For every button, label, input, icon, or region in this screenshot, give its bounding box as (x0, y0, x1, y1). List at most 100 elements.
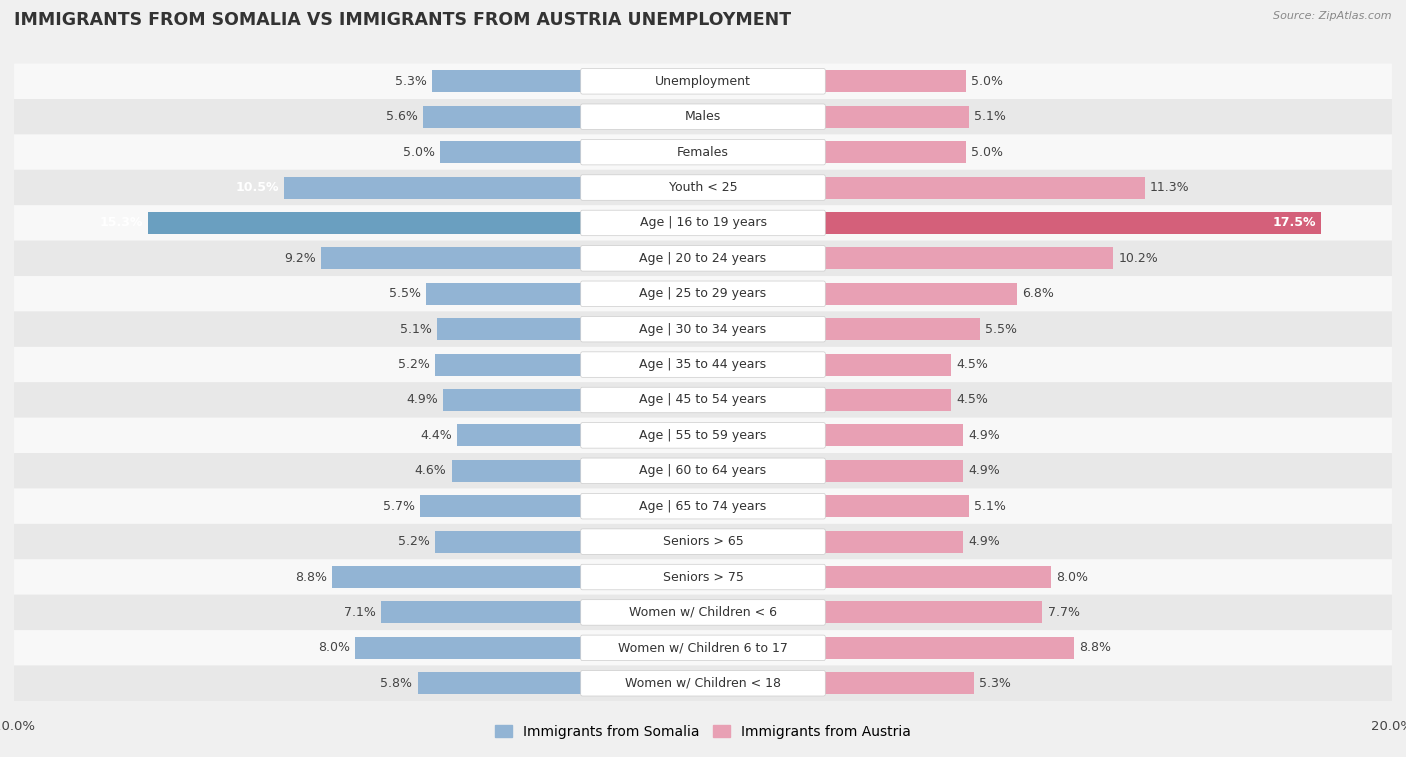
FancyBboxPatch shape (581, 388, 825, 413)
Text: 5.1%: 5.1% (401, 322, 432, 335)
FancyBboxPatch shape (14, 559, 1392, 595)
Bar (451, 459, 582, 481)
Text: 5.3%: 5.3% (395, 75, 426, 88)
Text: 4.5%: 4.5% (956, 358, 988, 371)
FancyBboxPatch shape (581, 316, 825, 342)
Text: 4.4%: 4.4% (420, 429, 453, 442)
Text: Age | 16 to 19 years: Age | 16 to 19 years (640, 217, 766, 229)
FancyBboxPatch shape (14, 311, 1392, 347)
Bar (423, 106, 582, 128)
Text: Unemployment: Unemployment (655, 75, 751, 88)
Text: 5.0%: 5.0% (970, 75, 1002, 88)
Text: Age | 25 to 29 years: Age | 25 to 29 years (640, 287, 766, 301)
Bar (824, 566, 1050, 588)
FancyBboxPatch shape (14, 347, 1392, 382)
Bar (824, 106, 969, 128)
Bar (824, 354, 952, 375)
FancyBboxPatch shape (581, 139, 825, 165)
Bar (824, 283, 1017, 305)
Text: 11.3%: 11.3% (1150, 181, 1189, 194)
Bar (824, 212, 1320, 234)
Text: Age | 65 to 74 years: Age | 65 to 74 years (640, 500, 766, 512)
FancyBboxPatch shape (581, 600, 825, 625)
FancyBboxPatch shape (581, 458, 825, 484)
FancyBboxPatch shape (581, 281, 825, 307)
Text: 5.3%: 5.3% (980, 677, 1011, 690)
FancyBboxPatch shape (14, 453, 1392, 488)
FancyBboxPatch shape (14, 418, 1392, 453)
Text: IMMIGRANTS FROM SOMALIA VS IMMIGRANTS FROM AUSTRIA UNEMPLOYMENT: IMMIGRANTS FROM SOMALIA VS IMMIGRANTS FR… (14, 11, 792, 30)
Text: 5.2%: 5.2% (398, 535, 429, 548)
Text: Females: Females (678, 145, 728, 159)
Text: 8.8%: 8.8% (1078, 641, 1111, 654)
Text: 5.1%: 5.1% (974, 111, 1005, 123)
FancyBboxPatch shape (14, 241, 1392, 276)
Bar (432, 70, 582, 92)
FancyBboxPatch shape (581, 564, 825, 590)
FancyBboxPatch shape (14, 524, 1392, 559)
Text: 17.5%: 17.5% (1272, 217, 1316, 229)
Text: Women w/ Children 6 to 17: Women w/ Children 6 to 17 (619, 641, 787, 654)
Bar (426, 283, 582, 305)
Bar (824, 425, 963, 447)
Text: 9.2%: 9.2% (284, 252, 316, 265)
Text: 10.5%: 10.5% (235, 181, 278, 194)
Text: 15.3%: 15.3% (98, 217, 142, 229)
FancyBboxPatch shape (14, 170, 1392, 205)
Bar (824, 248, 1114, 269)
Text: Males: Males (685, 111, 721, 123)
FancyBboxPatch shape (14, 665, 1392, 701)
FancyBboxPatch shape (14, 135, 1392, 170)
Bar (284, 176, 582, 198)
Text: Women w/ Children < 18: Women w/ Children < 18 (626, 677, 780, 690)
FancyBboxPatch shape (581, 210, 825, 235)
Text: Youth < 25: Youth < 25 (669, 181, 737, 194)
Text: Age | 55 to 59 years: Age | 55 to 59 years (640, 429, 766, 442)
Text: Age | 20 to 24 years: Age | 20 to 24 years (640, 252, 766, 265)
Bar (824, 602, 1042, 624)
Bar (443, 389, 582, 411)
Text: 5.1%: 5.1% (974, 500, 1005, 512)
FancyBboxPatch shape (14, 64, 1392, 99)
Text: 5.6%: 5.6% (387, 111, 418, 123)
Text: 8.0%: 8.0% (1056, 571, 1088, 584)
Bar (824, 389, 952, 411)
Text: 6.8%: 6.8% (1022, 287, 1054, 301)
Text: Seniors > 75: Seniors > 75 (662, 571, 744, 584)
Text: 5.7%: 5.7% (384, 500, 415, 512)
Bar (148, 212, 582, 234)
Bar (418, 672, 582, 694)
Bar (824, 495, 969, 517)
FancyBboxPatch shape (581, 69, 825, 94)
Text: 4.5%: 4.5% (956, 394, 988, 407)
FancyBboxPatch shape (581, 529, 825, 554)
FancyBboxPatch shape (581, 671, 825, 696)
Bar (457, 425, 582, 447)
Bar (824, 176, 1144, 198)
Text: 5.0%: 5.0% (970, 145, 1002, 159)
Bar (434, 531, 582, 553)
Bar (381, 602, 582, 624)
Bar (824, 531, 963, 553)
Bar (440, 141, 582, 163)
FancyBboxPatch shape (581, 494, 825, 519)
Text: 4.9%: 4.9% (967, 464, 1000, 478)
Text: 4.9%: 4.9% (406, 394, 439, 407)
Bar (824, 459, 963, 481)
Text: 5.8%: 5.8% (381, 677, 412, 690)
Text: 5.5%: 5.5% (389, 287, 420, 301)
Text: 7.1%: 7.1% (343, 606, 375, 619)
Bar (420, 495, 582, 517)
FancyBboxPatch shape (14, 630, 1392, 665)
Text: 5.2%: 5.2% (398, 358, 429, 371)
Bar (434, 354, 582, 375)
Text: Women w/ Children < 6: Women w/ Children < 6 (628, 606, 778, 619)
FancyBboxPatch shape (14, 382, 1392, 418)
Text: 7.7%: 7.7% (1047, 606, 1080, 619)
Bar (356, 637, 582, 659)
Bar (437, 318, 582, 340)
FancyBboxPatch shape (581, 175, 825, 201)
FancyBboxPatch shape (14, 595, 1392, 630)
Text: 8.0%: 8.0% (318, 641, 350, 654)
Text: 5.5%: 5.5% (986, 322, 1017, 335)
